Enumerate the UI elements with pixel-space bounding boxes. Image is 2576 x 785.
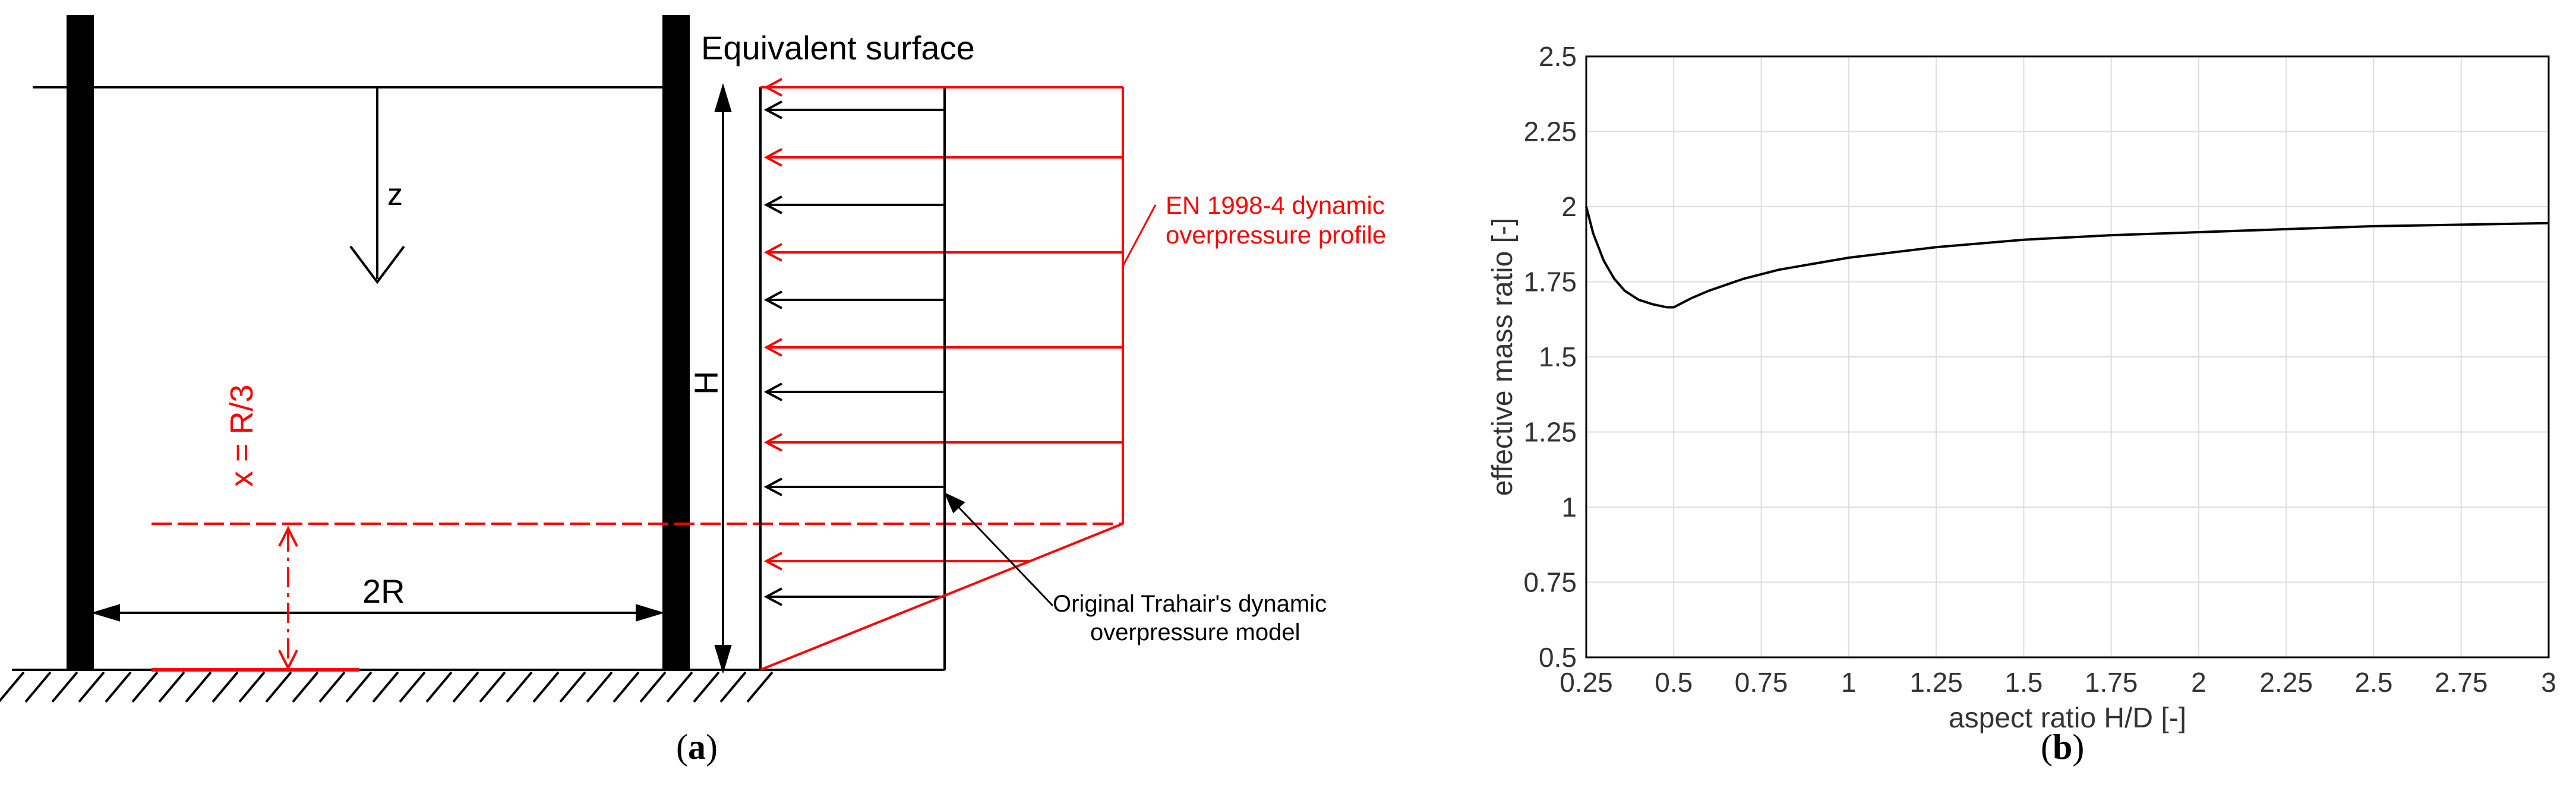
en-profile-outline [760,86,1124,671]
x-tick-label: 1 [1841,667,1857,698]
x-tick-label: 2.5 [2354,667,2392,698]
hatch-line [613,671,640,703]
x-tick-label: 2 [2191,667,2206,698]
en-profile-label-line2: overpressure profile [1166,221,1386,249]
x-tick-label: 1.75 [2085,667,2138,698]
y-tick-label: 2 [1561,191,1577,222]
hatch-line [51,671,78,703]
left-wall [67,15,94,670]
silo-diagram: z 2R x = R/3 H Equivalent surface [0,15,1386,767]
hatch-line [479,671,506,703]
hatch-line [0,671,25,702]
en-profile-label-line1: EN 1998-4 dynamic [1166,191,1385,219]
x-tick-labels: 0.25 0.5 0.75 1 1.25 1.5 1.75 2 2.25 2.5 2.75 3 [1560,667,2556,698]
hatch-line [292,671,319,703]
mass-ratio-chart: 0.25 0.5 0.75 1 1.25 1.5 1.75 2 2.25 2.5 2.75 3 0.5… [1487,41,2556,767]
en-arrow [763,552,1030,571]
x-tick-label: 3 [2541,667,2556,698]
centroid-marker [151,523,1123,672]
x-tick-label: 0.25 [1560,667,1613,698]
trahair-arrow [763,587,945,606]
equivalent-surface-label: Equivalent surface [701,29,975,67]
hatch-line [265,671,292,703]
y-tick-labels: 0.5 0.75 1 1.25 1.5 1.75 2 2.25 2.5 [1523,41,1577,673]
x-label: x = R/3 [224,384,260,487]
hatch-line [506,671,533,703]
hatch-line [746,671,774,703]
trahair-label-line2: overpressure model [1090,619,1300,645]
trahair-arrow [763,382,945,401]
trahair-callout-leader [944,492,1054,607]
hatch-line [238,671,266,703]
hatch-line [399,671,426,703]
x-tick-label: 2.25 [2259,667,2313,698]
y-tick-label: 1.25 [1523,417,1577,448]
trahair-pressure-arrows [763,100,945,606]
chart-grid [1586,56,2549,658]
z-label: z [387,178,403,212]
trahair-arrow [763,195,945,214]
hatch-line [425,671,453,703]
x-axis-label: aspect ratio H/D [-] [1949,702,2186,734]
x-tick-label: 2.75 [2435,667,2488,698]
hatch-line [693,671,720,703]
two-r-dimension [91,604,665,622]
y-tick-label: 0.5 [1539,642,1577,673]
caption-a: (a) [676,727,718,767]
hatch-line [105,671,132,703]
hatch-line [532,671,560,703]
trahair-rectangle [759,87,946,671]
ground-hatch [0,669,790,703]
x-tick-label: 1.5 [2004,667,2043,698]
y-tick-label: 1.75 [1523,267,1577,297]
x-tick-label: 1.25 [1909,667,1963,698]
trahair-arrow [763,290,945,309]
h-dimension [714,83,732,674]
en-callout-leader [1122,204,1157,267]
x-tick-label: 0.75 [1735,667,1788,698]
hatch-line [158,671,185,703]
hatch-line [586,671,613,703]
two-r-label: 2R [362,572,405,610]
h-label: H [687,371,725,395]
trahair-label-line1: Original Trahair's dynamic [1053,591,1327,617]
hatch-line [345,671,372,703]
hatch-line [372,671,399,703]
hatch-line [211,671,239,703]
hatch-line [78,671,105,703]
hatch-line [639,671,667,703]
hatch-line [185,671,212,703]
hatch-line [719,671,747,703]
caption-b: (b) [2041,727,2084,767]
series-line [1585,206,2549,309]
hatch-line [666,671,693,703]
y-tick-label: 1 [1561,492,1577,523]
y-tick-label: 2.5 [1539,41,1577,72]
y-tick-label: 1.5 [1539,341,1577,372]
hatch-line [559,671,586,703]
y-tick-label: 2.25 [1523,116,1577,147]
hatch-line [24,671,52,703]
trahair-arrow [763,477,945,496]
plot-frame [1585,55,2550,659]
z-arrow [349,87,405,284]
y-tick-label: 0.75 [1523,567,1577,598]
hatch-line [452,671,479,703]
hatch-line [131,671,159,703]
x-tick-label: 0.5 [1655,667,1693,698]
right-wall [662,15,690,670]
trahair-arrow [763,100,945,119]
hatch-line [318,671,346,703]
y-axis-label: effective mass ratio [-] [1487,218,1519,496]
